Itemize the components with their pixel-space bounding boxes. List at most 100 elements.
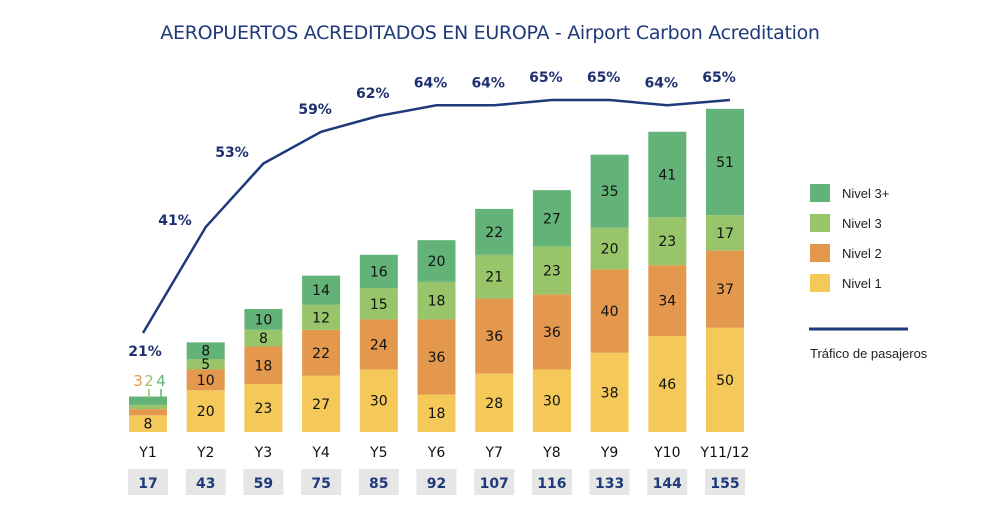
total-box: [647, 469, 688, 495]
bar-segment-label: 8: [259, 331, 268, 347]
legend-label: Nivel 3: [842, 216, 882, 231]
bar-segment-label: 30: [543, 394, 561, 410]
bar-segment-nivel-3-y9: [590, 227, 629, 270]
bar-segment-label: 36: [485, 329, 503, 345]
traffic-line: [141, 98, 731, 334]
total-value: 17: [138, 476, 157, 492]
category-label: Y9: [600, 445, 618, 461]
bars-layer: [129, 108, 744, 432]
bar-segment-nivel-1-y7: [475, 373, 514, 432]
legend-label: Tráfico de pasajeros: [810, 346, 928, 361]
bar-segment-label: 27: [543, 211, 561, 227]
traffic-line-layer: 21% 41% 53% 59% 62% 64% 64% 65% 65% 64% 65%: [128, 70, 736, 360]
bar-segment-nivel-3--y10: [648, 131, 687, 218]
bar-segment-nivel-3--y4: [302, 275, 341, 305]
bar-segment-label: 8: [201, 344, 210, 360]
bar-segment-label: 14: [312, 283, 330, 299]
legend-swatch-nivel-2: [810, 244, 830, 262]
bar-segment-label: 38: [601, 385, 619, 401]
category-labels-layer: Y1 Y2 Y3 Y4 Y5 Y6 Y7 Y8 Y9 Y10 Y11/12: [138, 445, 749, 461]
bar-segment-nivel-3--y1: [129, 396, 167, 405]
bar-segment-label: 20: [601, 242, 619, 258]
traffic-percent-label: 64%: [645, 75, 679, 91]
traffic-percent-label: 59%: [298, 102, 332, 118]
bar-segment-nivel-3--y5: [359, 254, 398, 289]
bar-segment-nivel-3-y4: [302, 304, 341, 330]
bar-segment-label: 18: [254, 358, 272, 374]
total-value: 155: [710, 476, 739, 492]
bar-segment-label: 36: [543, 325, 561, 341]
bar-segment-nivel-2-y11-12: [706, 250, 744, 328]
total-value: 116: [537, 476, 566, 492]
bar-segment-nivel-1-y1: [129, 415, 167, 432]
y1-callout-label: 4: [156, 372, 166, 390]
bar-segment-nivel-3-y11-12: [706, 215, 744, 251]
bar-segment-nivel-3--y6: [417, 240, 456, 282]
bar-segment-nivel-3-y3: [244, 329, 283, 347]
legend-swatch-nivel-3: [810, 214, 830, 232]
bar-segment-label: 18: [428, 294, 446, 310]
total-value: 92: [427, 476, 446, 492]
bar-segment-label: 12: [312, 310, 330, 326]
traffic-percent-label: 64%: [414, 75, 448, 91]
bar-segment-label: 22: [485, 225, 503, 241]
traffic-percent-label: 65%: [702, 70, 736, 86]
bar-segment-label: 23: [543, 263, 561, 279]
total-box: [474, 469, 515, 495]
bar-segment-label: 17: [716, 226, 734, 242]
bar-segment-nivel-3--y7: [475, 208, 514, 255]
bar-segment-label: 34: [658, 294, 676, 310]
bar-segment-label: 20: [197, 404, 215, 420]
category-label: Y11/12: [700, 445, 750, 461]
legend-label: Nivel 1: [842, 276, 882, 291]
category-label: Y7: [484, 445, 502, 461]
bar-segment-nivel-2-y1: [129, 409, 167, 416]
segment-labels-layer: 8201058231881027221214302415161836182028…: [133, 155, 734, 433]
bar-segment-label: 36: [428, 350, 446, 366]
category-label: Y1: [138, 445, 156, 461]
bar-segment-nivel-1-y9: [590, 352, 629, 432]
bar-segment-label: 41: [658, 168, 676, 184]
traffic-percent-label: 21%: [128, 344, 162, 360]
total-value: 75: [311, 476, 330, 492]
total-value: 85: [369, 476, 388, 492]
bar-segment-label: 21: [485, 270, 503, 286]
total-value: 144: [653, 476, 682, 492]
total-box: [301, 469, 342, 495]
category-label: Y5: [369, 445, 387, 461]
legend-label: Nivel 3+: [842, 186, 889, 201]
bar-segment-label: 20: [428, 254, 446, 270]
bar-segment-label: 18: [428, 406, 446, 422]
bar-segment-nivel-2-y8: [532, 294, 571, 370]
category-label: Y2: [196, 445, 214, 461]
total-value: 59: [254, 476, 273, 492]
traffic-percent-label: 41%: [158, 213, 192, 229]
bar-segment-nivel-1-y5: [359, 369, 398, 432]
bar-segment-nivel-3-y10: [648, 217, 687, 266]
bar-segment-nivel-3-y6: [417, 281, 456, 320]
traffic-percent-label: 65%: [529, 70, 563, 86]
category-label: Y6: [427, 445, 446, 461]
chart-title: AEROPUERTOS ACREDITADOS EN EUROPA - Airp…: [160, 22, 820, 44]
bar-segment-label: 22: [312, 346, 330, 362]
category-label: Y8: [542, 445, 560, 461]
bar-segment-nivel-1-y10: [648, 336, 687, 432]
bar-segment-nivel-1-y6: [417, 394, 456, 432]
traffic-percent-label: 62%: [356, 86, 390, 102]
bar-segment-nivel-2-y5: [359, 319, 398, 370]
bar-segment-label: 8: [144, 417, 153, 433]
bar-segment-label: 51: [716, 155, 734, 171]
bar-segment-nivel-1-y2: [186, 390, 225, 432]
legend: Nivel 3+ Nivel 3 Nivel 2 Nivel 1 Tráfico de …: [809, 184, 928, 361]
bar-segment-label: 35: [601, 184, 619, 200]
bar-segment-nivel-1-y11-12: [706, 327, 744, 432]
bar-segment-nivel-2-y4: [302, 329, 341, 376]
bar-segment-nivel-2-y3: [244, 346, 283, 385]
total-box: [589, 469, 630, 495]
bar-segment-nivel-3-y8: [532, 246, 571, 295]
traffic-percent-label: 53%: [215, 145, 249, 161]
total-box: [416, 469, 457, 495]
total-box: [705, 469, 745, 495]
bar-segment-nivel-2-y9: [590, 269, 629, 353]
